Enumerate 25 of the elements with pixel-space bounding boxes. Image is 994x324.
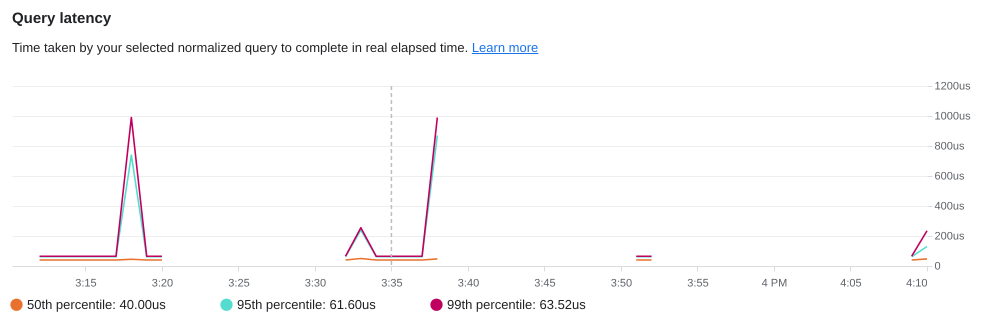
x-tick-label: 4:10 (906, 278, 928, 290)
x-tick-label: 4:05 (840, 278, 862, 290)
x-tick-label: 3:35 (381, 278, 403, 290)
x-tick-label: 3:50 (610, 278, 632, 290)
y-tick-label: 400us (934, 200, 965, 212)
y-tick-label: 1000us (934, 110, 972, 122)
y-tick-label: 1200us (934, 80, 972, 92)
x-tick-label: 3:15 (75, 278, 97, 290)
x-tick-label: 3:40 (458, 278, 480, 290)
x-tick-label: 4 PM (762, 278, 788, 290)
legend-label: 50th percentile: 40.00us (27, 296, 166, 312)
x-tick-label: 3:30 (304, 278, 326, 290)
x-tick-label: 3:45 (534, 278, 556, 290)
x-tick-label: 3:25 (228, 278, 250, 290)
legend-label: 95th percentile: 61.60us (237, 296, 376, 312)
x-tick-label: 3:55 (687, 278, 709, 290)
y-tick-label: 200us (934, 230, 965, 242)
text: Learn more (472, 40, 538, 55)
y-tick-label: 800us (934, 140, 965, 152)
chart-subtitle: Time taken by your selected normalized query to complete in real elapsed time. (12, 40, 468, 55)
legend-label: 99th percentile: 63.52us (447, 296, 586, 312)
y-tick-label: 0 (934, 260, 941, 272)
y-tick-label: 600us (934, 170, 965, 182)
x-tick-label: 3:20 (152, 278, 174, 290)
chart-title: Query latency (12, 10, 112, 27)
